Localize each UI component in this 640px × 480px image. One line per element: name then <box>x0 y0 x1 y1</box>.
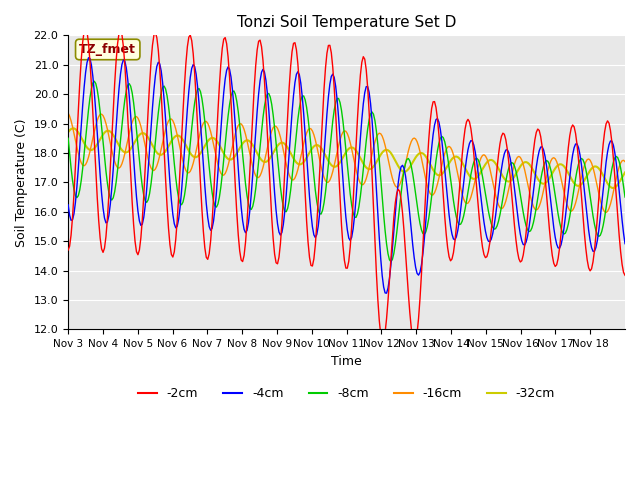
Y-axis label: Soil Temperature (C): Soil Temperature (C) <box>15 118 28 247</box>
Text: TZ_fmet: TZ_fmet <box>79 43 136 56</box>
X-axis label: Time: Time <box>332 355 362 368</box>
Legend: -2cm, -4cm, -8cm, -16cm, -32cm: -2cm, -4cm, -8cm, -16cm, -32cm <box>133 383 560 406</box>
Title: Tonzi Soil Temperature Set D: Tonzi Soil Temperature Set D <box>237 15 456 30</box>
